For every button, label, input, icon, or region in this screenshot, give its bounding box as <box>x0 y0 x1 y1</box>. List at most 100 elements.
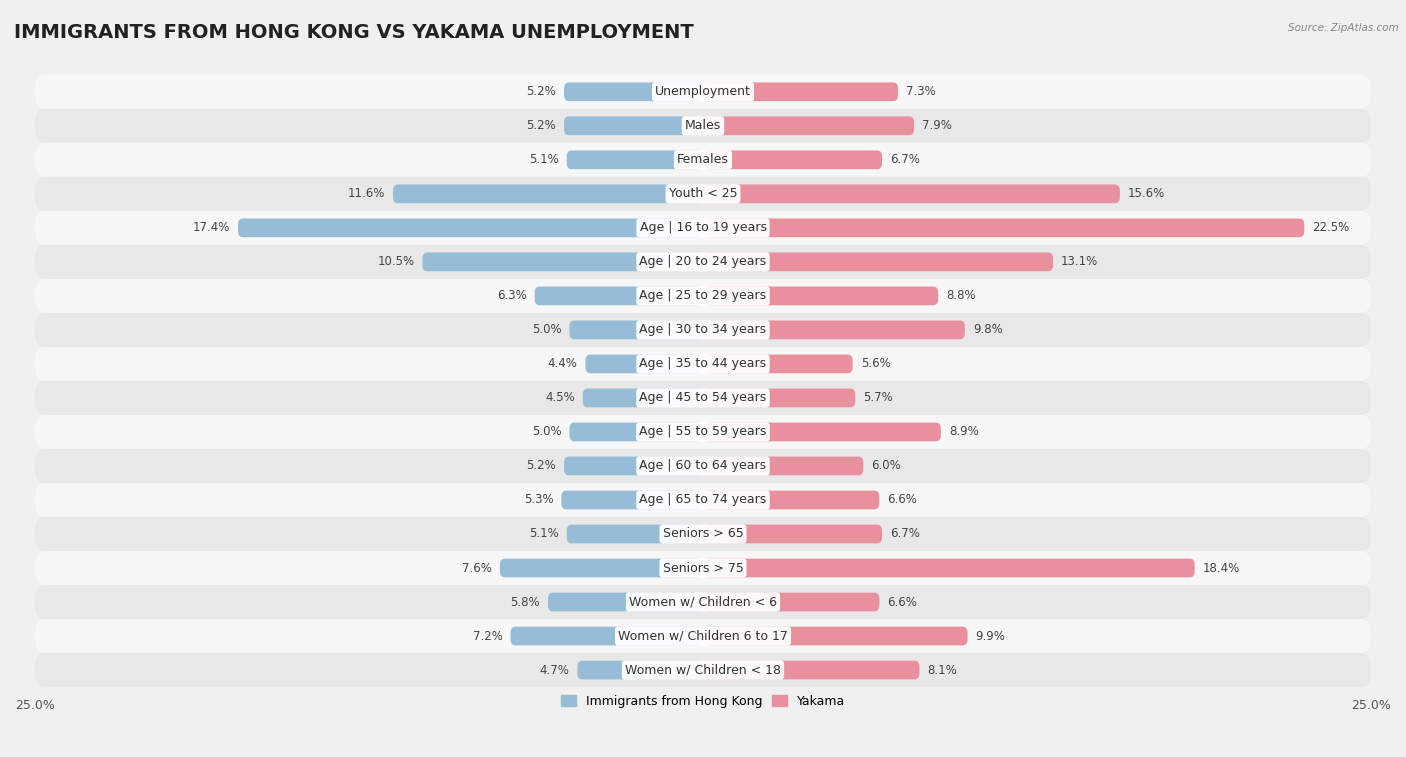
Text: IMMIGRANTS FROM HONG KONG VS YAKAMA UNEMPLOYMENT: IMMIGRANTS FROM HONG KONG VS YAKAMA UNEM… <box>14 23 693 42</box>
Text: 17.4%: 17.4% <box>193 221 231 235</box>
Text: 13.1%: 13.1% <box>1062 255 1098 269</box>
FancyBboxPatch shape <box>35 143 1371 177</box>
Text: 5.2%: 5.2% <box>526 120 555 132</box>
FancyBboxPatch shape <box>35 653 1371 687</box>
FancyBboxPatch shape <box>35 449 1371 483</box>
FancyBboxPatch shape <box>578 661 703 679</box>
FancyBboxPatch shape <box>569 422 703 441</box>
Text: 22.5%: 22.5% <box>1312 221 1350 235</box>
Legend: Immigrants from Hong Kong, Yakama: Immigrants from Hong Kong, Yakama <box>555 690 851 712</box>
Text: Females: Females <box>678 154 728 167</box>
Text: 7.3%: 7.3% <box>905 86 936 98</box>
Text: Women w/ Children < 6: Women w/ Children < 6 <box>628 596 778 609</box>
FancyBboxPatch shape <box>561 491 703 509</box>
Text: 4.7%: 4.7% <box>540 664 569 677</box>
Text: Age | 35 to 44 years: Age | 35 to 44 years <box>640 357 766 370</box>
FancyBboxPatch shape <box>534 287 703 305</box>
FancyBboxPatch shape <box>703 559 1195 578</box>
FancyBboxPatch shape <box>35 75 1371 109</box>
FancyBboxPatch shape <box>567 151 703 169</box>
FancyBboxPatch shape <box>703 151 882 169</box>
Text: 5.3%: 5.3% <box>523 494 554 506</box>
Text: Unemployment: Unemployment <box>655 86 751 98</box>
FancyBboxPatch shape <box>703 491 879 509</box>
Text: 6.7%: 6.7% <box>890 154 920 167</box>
FancyBboxPatch shape <box>703 422 941 441</box>
Text: Seniors > 65: Seniors > 65 <box>662 528 744 540</box>
FancyBboxPatch shape <box>703 354 852 373</box>
FancyBboxPatch shape <box>35 211 1371 245</box>
FancyBboxPatch shape <box>703 219 1305 237</box>
Text: 5.6%: 5.6% <box>860 357 890 370</box>
FancyBboxPatch shape <box>703 185 1119 203</box>
FancyBboxPatch shape <box>703 456 863 475</box>
Text: Age | 65 to 74 years: Age | 65 to 74 years <box>640 494 766 506</box>
FancyBboxPatch shape <box>703 627 967 646</box>
FancyBboxPatch shape <box>238 219 703 237</box>
Text: 8.9%: 8.9% <box>949 425 979 438</box>
Text: 6.6%: 6.6% <box>887 494 917 506</box>
Text: 7.6%: 7.6% <box>463 562 492 575</box>
FancyBboxPatch shape <box>35 381 1371 415</box>
FancyBboxPatch shape <box>564 83 703 101</box>
FancyBboxPatch shape <box>35 279 1371 313</box>
FancyBboxPatch shape <box>35 619 1371 653</box>
Text: 6.6%: 6.6% <box>887 596 917 609</box>
FancyBboxPatch shape <box>703 83 898 101</box>
FancyBboxPatch shape <box>703 525 882 544</box>
Text: 5.1%: 5.1% <box>529 154 558 167</box>
FancyBboxPatch shape <box>35 551 1371 585</box>
FancyBboxPatch shape <box>585 354 703 373</box>
Text: 8.1%: 8.1% <box>928 664 957 677</box>
FancyBboxPatch shape <box>35 313 1371 347</box>
Text: Seniors > 75: Seniors > 75 <box>662 562 744 575</box>
Text: 11.6%: 11.6% <box>347 187 385 201</box>
Text: 5.0%: 5.0% <box>531 425 561 438</box>
Text: Source: ZipAtlas.com: Source: ZipAtlas.com <box>1288 23 1399 33</box>
Text: 4.5%: 4.5% <box>546 391 575 404</box>
FancyBboxPatch shape <box>35 585 1371 619</box>
Text: Women w/ Children < 18: Women w/ Children < 18 <box>626 664 780 677</box>
Text: 18.4%: 18.4% <box>1202 562 1240 575</box>
Text: 5.7%: 5.7% <box>863 391 893 404</box>
FancyBboxPatch shape <box>703 287 938 305</box>
FancyBboxPatch shape <box>35 517 1371 551</box>
Text: 5.2%: 5.2% <box>526 459 555 472</box>
Text: 5.0%: 5.0% <box>531 323 561 336</box>
Text: Age | 55 to 59 years: Age | 55 to 59 years <box>640 425 766 438</box>
Text: Age | 60 to 64 years: Age | 60 to 64 years <box>640 459 766 472</box>
FancyBboxPatch shape <box>35 109 1371 143</box>
FancyBboxPatch shape <box>510 627 703 646</box>
Text: 9.9%: 9.9% <box>976 630 1005 643</box>
FancyBboxPatch shape <box>703 661 920 679</box>
FancyBboxPatch shape <box>422 253 703 271</box>
FancyBboxPatch shape <box>35 347 1371 381</box>
FancyBboxPatch shape <box>703 117 914 136</box>
Text: 5.8%: 5.8% <box>510 596 540 609</box>
Text: Women w/ Children 6 to 17: Women w/ Children 6 to 17 <box>619 630 787 643</box>
Text: Age | 16 to 19 years: Age | 16 to 19 years <box>640 221 766 235</box>
Text: 8.8%: 8.8% <box>946 289 976 302</box>
Text: 15.6%: 15.6% <box>1128 187 1166 201</box>
FancyBboxPatch shape <box>703 388 855 407</box>
Text: Age | 45 to 54 years: Age | 45 to 54 years <box>640 391 766 404</box>
Text: 7.2%: 7.2% <box>472 630 502 643</box>
FancyBboxPatch shape <box>567 525 703 544</box>
Text: 6.3%: 6.3% <box>496 289 527 302</box>
FancyBboxPatch shape <box>35 245 1371 279</box>
FancyBboxPatch shape <box>394 185 703 203</box>
FancyBboxPatch shape <box>564 117 703 136</box>
Text: 5.1%: 5.1% <box>529 528 558 540</box>
Text: 10.5%: 10.5% <box>377 255 415 269</box>
Text: 9.8%: 9.8% <box>973 323 1002 336</box>
FancyBboxPatch shape <box>548 593 703 612</box>
Text: Age | 30 to 34 years: Age | 30 to 34 years <box>640 323 766 336</box>
FancyBboxPatch shape <box>564 456 703 475</box>
Text: 6.0%: 6.0% <box>872 459 901 472</box>
Text: Age | 25 to 29 years: Age | 25 to 29 years <box>640 289 766 302</box>
Text: Age | 20 to 24 years: Age | 20 to 24 years <box>640 255 766 269</box>
Text: Males: Males <box>685 120 721 132</box>
Text: 5.2%: 5.2% <box>526 86 555 98</box>
FancyBboxPatch shape <box>703 593 879 612</box>
FancyBboxPatch shape <box>35 483 1371 517</box>
